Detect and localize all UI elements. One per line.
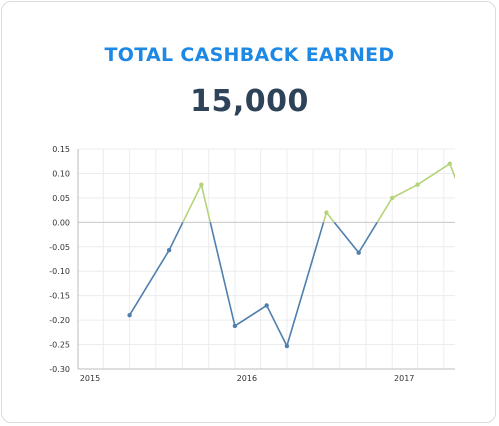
data-point	[390, 195, 395, 201]
y-tick-label: -0.30	[49, 365, 70, 374]
data-point	[468, 214, 472, 218]
series-line-segment	[417, 162, 451, 186]
data-point	[356, 250, 361, 255]
series-line-segment	[391, 183, 418, 199]
series-line-segment	[286, 222, 325, 347]
data-point	[232, 323, 238, 329]
data-point	[494, 165, 498, 169]
series-line-segment	[200, 184, 212, 223]
y-tick-label: 0.05	[52, 194, 70, 203]
series-line-segment	[128, 249, 170, 316]
series-line-segment	[182, 184, 203, 223]
y-tick-label: 0.15	[52, 145, 70, 154]
series-line-segment	[209, 222, 236, 327]
x-tick-label: 2015	[80, 374, 100, 383]
x-tick-label: 2017	[394, 374, 414, 383]
data-point	[324, 210, 329, 215]
y-tick-label: -0.05	[49, 243, 70, 252]
series-line-segment	[265, 305, 288, 347]
data-point	[415, 182, 420, 187]
data-point	[166, 248, 172, 253]
data-point	[447, 161, 452, 166]
y-tick-label: -0.25	[49, 341, 70, 350]
y-tick-label: -0.10	[49, 267, 70, 276]
series-line-segment	[168, 221, 184, 251]
data-point	[127, 313, 132, 318]
y-tick-label: -0.20	[49, 316, 70, 325]
y-tick-label: 0.00	[52, 218, 70, 227]
y-tick-label: -0.15	[49, 292, 70, 301]
y-tick-label: 0.10	[52, 169, 70, 178]
card-title: TOTAL CASHBACK EARNED	[104, 44, 395, 66]
series-line-segment	[449, 163, 455, 180]
data-point	[264, 303, 269, 308]
series-line-segment	[234, 304, 268, 327]
series-points	[127, 161, 498, 349]
x-tick-label: 2016	[237, 374, 257, 383]
data-point	[199, 182, 204, 187]
series-line-segment	[333, 221, 360, 254]
series-line-segment	[357, 221, 378, 254]
series-line-segment	[470, 168, 497, 217]
series-line-segment	[376, 197, 393, 223]
cashback-amount: 15,000	[190, 84, 309, 119]
data-point	[284, 343, 290, 349]
